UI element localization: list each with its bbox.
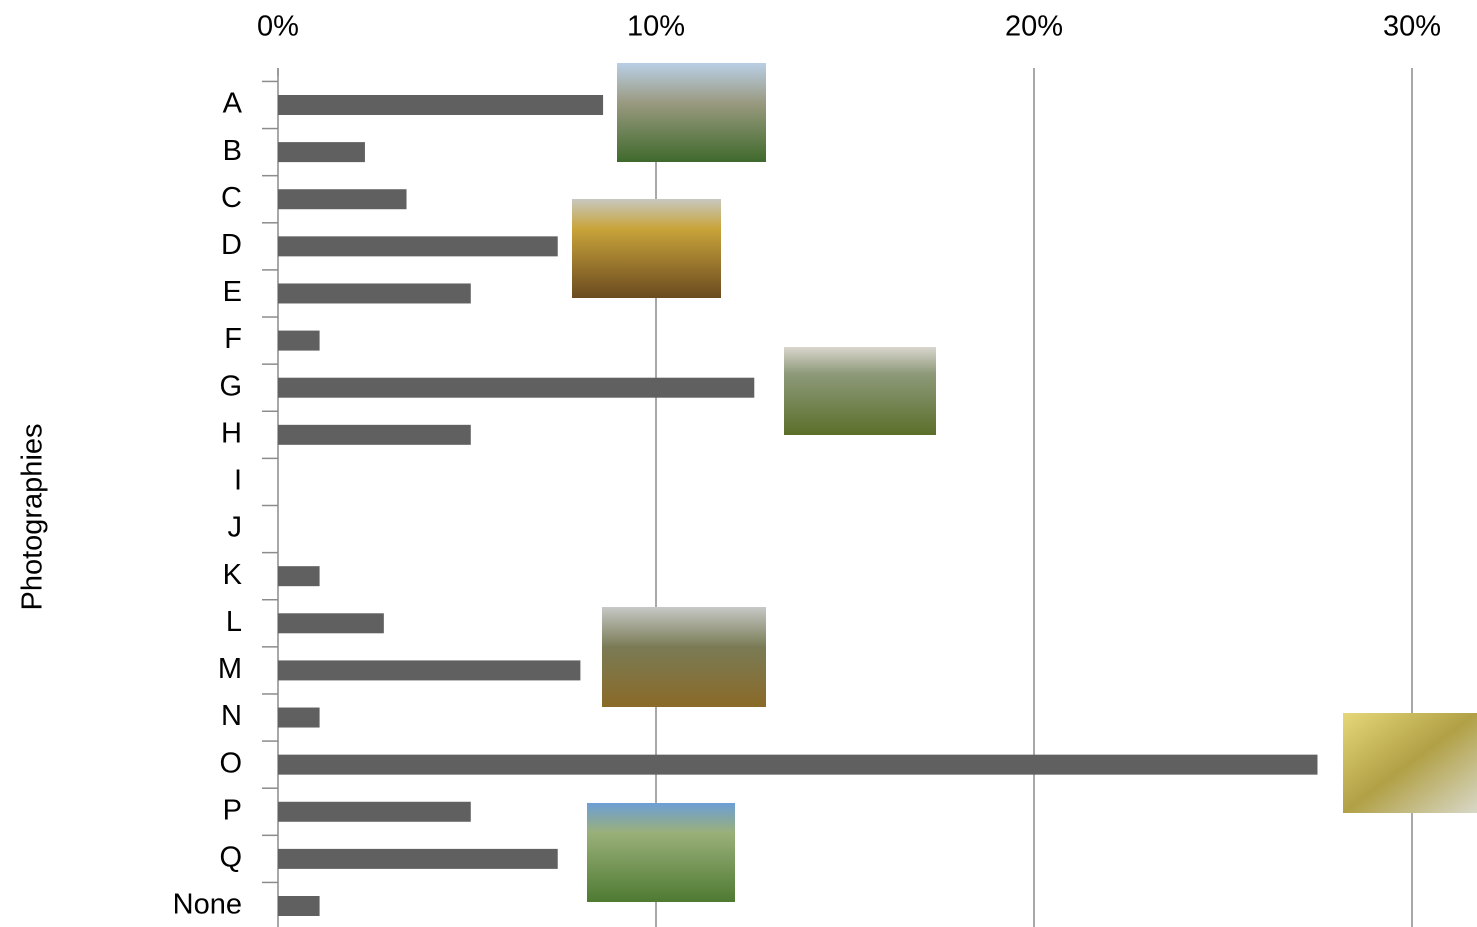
bar	[278, 236, 558, 257]
bar	[278, 613, 384, 634]
bar	[278, 283, 471, 304]
y-tick-label: L	[226, 606, 242, 638]
y-tick-label: D	[221, 229, 242, 261]
y-tick-label: H	[221, 417, 242, 449]
bar	[278, 660, 581, 681]
y-tick-label: Q	[219, 842, 242, 874]
photo	[784, 347, 936, 435]
bar	[278, 848, 558, 869]
bar	[278, 801, 471, 822]
y-tick-label: E	[223, 276, 242, 308]
x-tick-label: 30%	[1383, 11, 1441, 43]
bar	[278, 189, 407, 210]
y-tick-label: P	[223, 794, 242, 826]
y-tick-label: G	[219, 370, 242, 402]
y-tick-label: None	[173, 889, 242, 921]
y-tick-label: K	[223, 559, 243, 591]
y-tick-label: I	[234, 465, 242, 497]
bar	[278, 95, 604, 115]
y-tick-label: O	[219, 747, 242, 779]
y-tick-label: M	[218, 653, 242, 685]
y-tick-label: A	[223, 88, 243, 120]
y-tick-label: N	[221, 700, 242, 732]
bar	[278, 377, 755, 398]
photo	[1343, 713, 1477, 813]
x-tick-label: 20%	[1005, 11, 1063, 43]
bar	[278, 424, 471, 445]
bar	[278, 896, 320, 916]
y-tick-label: C	[221, 182, 242, 214]
photo	[602, 607, 766, 707]
y-tick-label: F	[224, 323, 242, 355]
bar	[278, 754, 1318, 775]
photo	[572, 199, 721, 298]
y-tick-label: J	[228, 512, 243, 544]
y-tick-label: B	[223, 135, 242, 167]
bar	[278, 566, 320, 587]
photo	[587, 803, 735, 902]
x-tick-label: 10%	[627, 11, 685, 43]
x-tick-label: 0%	[257, 11, 299, 43]
bar	[278, 330, 320, 351]
photo	[617, 63, 766, 162]
bar	[278, 707, 320, 728]
bar	[278, 142, 365, 163]
y-axis-title: Photographies	[17, 423, 49, 610]
